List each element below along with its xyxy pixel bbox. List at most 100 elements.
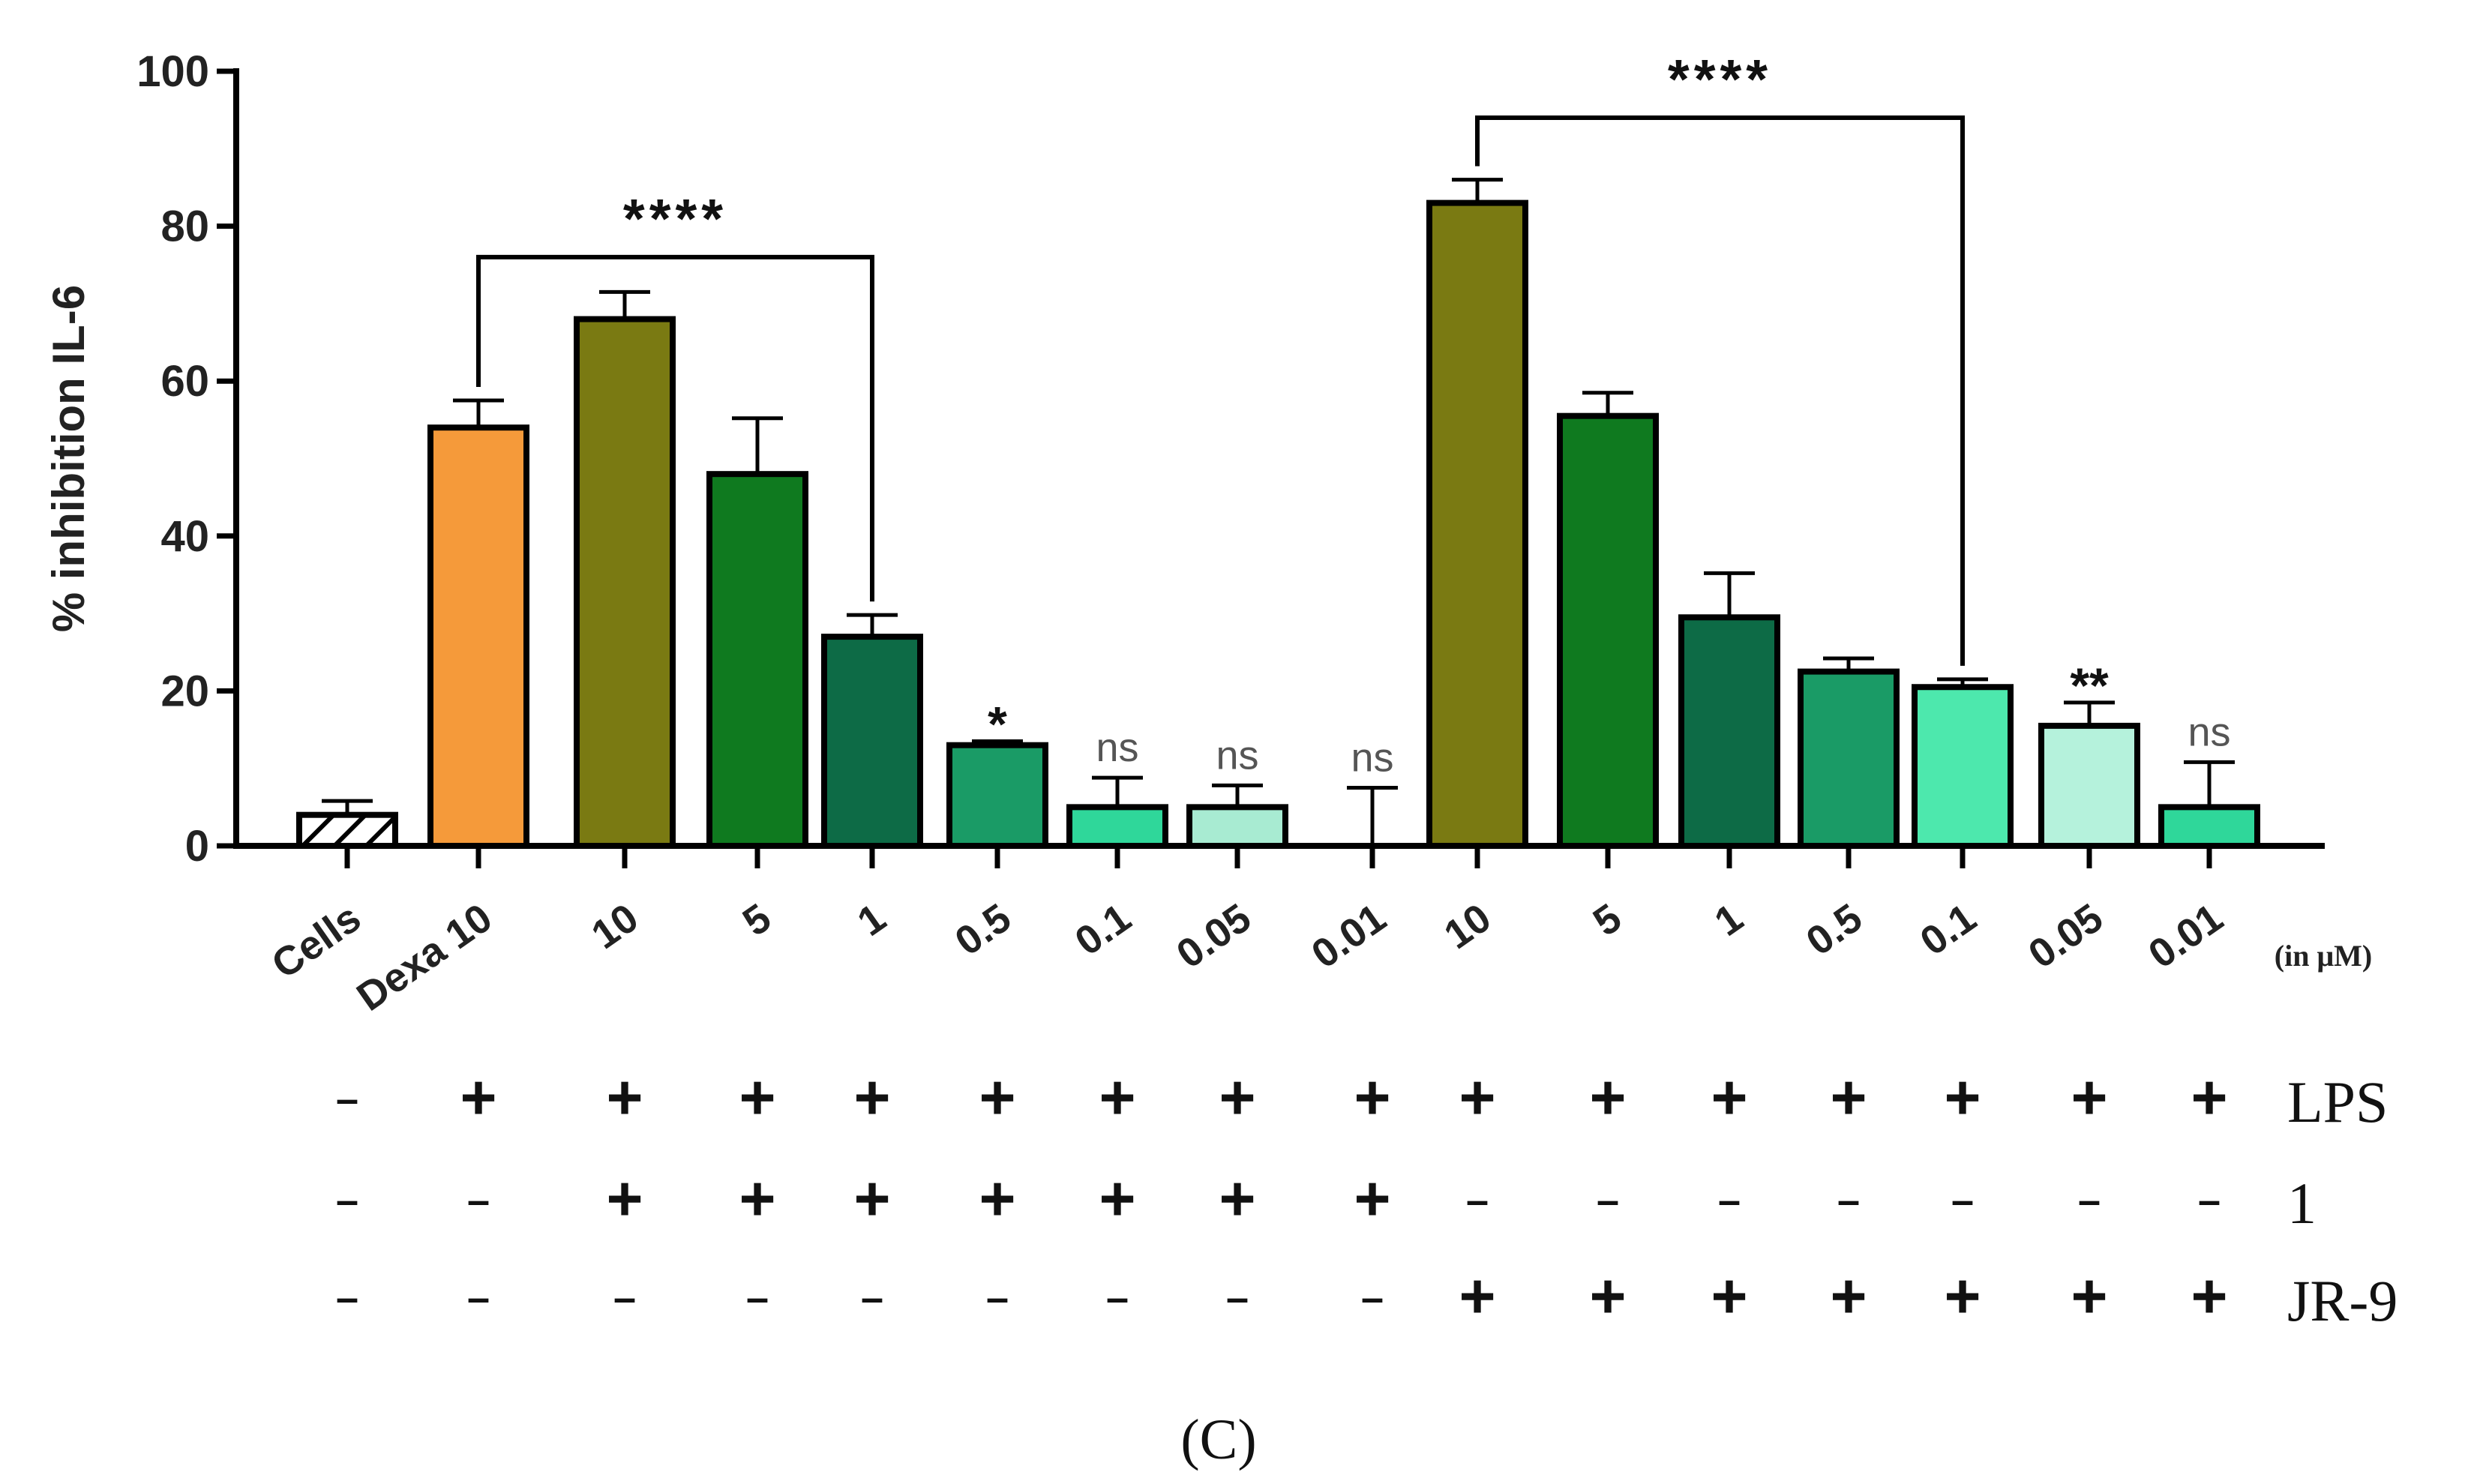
- significance-label: ns: [2188, 709, 2230, 754]
- treatment-row-label: 1: [2287, 1171, 2317, 1236]
- minus-symbol: –: [336, 1077, 358, 1122]
- treatment-table: – + + + + + + + + + + + + + + + LPS – – + + + + + + + – – – – – – – 1 – – – –…: [336, 1062, 2398, 1333]
- minus-symbol: –: [2198, 1178, 2221, 1223]
- plus-symbol: +: [1830, 1062, 1867, 1132]
- significance-label: **: [2070, 658, 2109, 713]
- y-tick-label: 60: [160, 357, 209, 406]
- minus-symbol: –: [1106, 1276, 1129, 1321]
- minus-symbol: –: [1226, 1276, 1249, 1321]
- minus-symbol: –: [1597, 1178, 1619, 1223]
- significance-label: ns: [1351, 736, 1393, 781]
- plus-symbol: +: [1589, 1261, 1626, 1331]
- plus-symbol: +: [1219, 1062, 1255, 1132]
- plus-symbol: +: [1944, 1261, 1981, 1331]
- x-tick-label: 10: [1436, 895, 1499, 958]
- minus-symbol: –: [861, 1276, 883, 1321]
- minus-symbol: –: [1951, 1178, 1974, 1223]
- treatment-row-label: JR-9: [2287, 1268, 2398, 1333]
- plus-symbol: +: [853, 1163, 890, 1234]
- plus-symbol: +: [2071, 1062, 2107, 1132]
- x-tick-label: 0.1: [1912, 895, 1984, 964]
- y-tick-label: 0: [185, 822, 209, 871]
- bar-14: [2041, 726, 2137, 846]
- treatment-row-label: LPS: [2287, 1069, 2388, 1135]
- minus-symbol: –: [336, 1276, 358, 1321]
- y-tick-label: 40: [160, 512, 209, 561]
- bar-0: [299, 815, 395, 846]
- significance-bracket: [1477, 118, 1963, 666]
- bar-12: [1801, 672, 1897, 846]
- plus-symbol: +: [1459, 1062, 1495, 1132]
- minus-symbol: –: [746, 1276, 769, 1321]
- plus-symbol: +: [739, 1163, 775, 1234]
- minus-symbol: –: [336, 1178, 358, 1223]
- significance-label: ns: [1216, 733, 1258, 778]
- plus-symbol: +: [2191, 1062, 2227, 1132]
- plus-symbol: +: [2071, 1261, 2107, 1331]
- bar-5: [949, 745, 1045, 846]
- bar-1: [430, 427, 526, 846]
- x-tick-label: 5: [735, 895, 779, 945]
- minus-symbol: –: [2078, 1178, 2101, 1223]
- plus-symbol: +: [2191, 1261, 2227, 1331]
- x-tick-label: 0.01: [2140, 895, 2231, 977]
- x-tick-label: 1: [1707, 895, 1751, 945]
- x-unit-label: (in μM): [2275, 939, 2372, 973]
- minus-symbol: –: [613, 1276, 636, 1321]
- plus-symbol: +: [1830, 1261, 1867, 1331]
- plus-symbol: +: [1711, 1261, 1747, 1331]
- plus-symbol: +: [460, 1062, 496, 1132]
- plus-symbol: +: [1354, 1163, 1390, 1234]
- x-tick-label: Cells: [264, 895, 369, 988]
- y-tick-label: 20: [160, 667, 209, 715]
- bar-9: [1429, 203, 1525, 846]
- bar-6: [1069, 807, 1165, 846]
- plus-symbol: +: [853, 1062, 890, 1132]
- bar-10: [1560, 416, 1656, 846]
- plus-symbol: +: [606, 1062, 643, 1132]
- bar-4: [824, 637, 920, 846]
- plus-symbol: +: [1459, 1261, 1495, 1331]
- bar-7: [1189, 807, 1285, 846]
- x-tick-label: 0.05: [2020, 895, 2111, 977]
- bar-15: [2161, 807, 2257, 846]
- x-tick-label: 0.01: [1303, 895, 1394, 977]
- plus-symbol: +: [1589, 1062, 1626, 1132]
- plus-symbol: +: [979, 1062, 1015, 1132]
- bar-11: [1681, 617, 1777, 846]
- bracket-label: ****: [1668, 48, 1772, 110]
- significance-label: ns: [1096, 725, 1138, 770]
- x-tick-label: 5: [1585, 895, 1630, 945]
- plus-symbol: +: [1354, 1062, 1390, 1132]
- y-tick-label: 100: [136, 47, 209, 96]
- plus-symbol: +: [1219, 1163, 1255, 1234]
- plus-symbol: +: [606, 1163, 643, 1234]
- x-tick-label: 10: [583, 895, 646, 958]
- minus-symbol: –: [1466, 1178, 1489, 1223]
- bracket-label: ****: [623, 187, 727, 250]
- x-tick-label: 0.1: [1067, 895, 1139, 964]
- minus-symbol: –: [986, 1276, 1009, 1321]
- x-tick-label: Dexa 10: [349, 895, 500, 1020]
- x-tick-label: 0.05: [1168, 895, 1259, 977]
- minus-symbol: –: [1837, 1178, 1860, 1223]
- x-tick-label: 0.5: [947, 895, 1019, 964]
- minus-symbol: –: [1718, 1178, 1741, 1223]
- bar-3: [709, 474, 805, 846]
- plus-symbol: +: [1711, 1062, 1747, 1132]
- panel-label: (C): [1180, 1408, 1256, 1471]
- minus-symbol: –: [467, 1276, 490, 1321]
- bar-13: [1915, 687, 2011, 846]
- y-axis-title: % inhibition IL-6: [43, 285, 94, 632]
- x-tick-label: 1: [850, 895, 894, 945]
- x-tick-label: 0.5: [1798, 895, 1870, 964]
- plus-symbol: +: [739, 1062, 775, 1132]
- plus-symbol: +: [1099, 1163, 1135, 1234]
- plus-symbol: +: [979, 1163, 1015, 1234]
- bar-2: [577, 319, 673, 846]
- plus-symbol: +: [1099, 1062, 1135, 1132]
- plus-symbol: +: [1944, 1062, 1981, 1132]
- significance-label: *: [988, 697, 1007, 752]
- minus-symbol: –: [467, 1178, 490, 1223]
